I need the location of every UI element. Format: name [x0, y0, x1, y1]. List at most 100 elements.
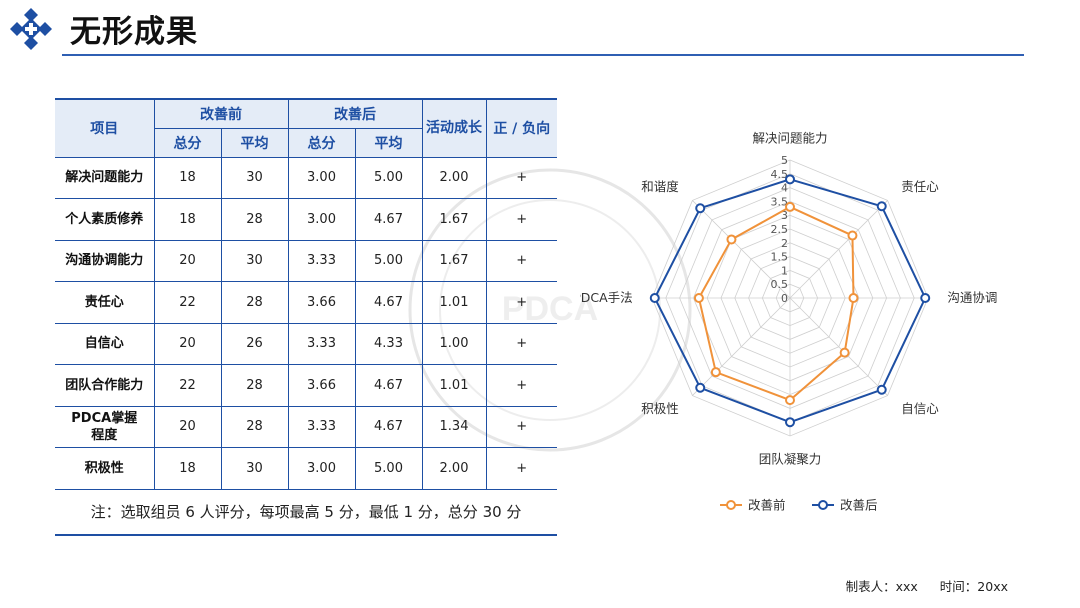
cell-growth: 1.34	[421, 405, 487, 448]
cell-label: 自信心	[55, 322, 155, 365]
axis-label: 沟通协调	[947, 290, 997, 305]
cell-sign: +	[485, 198, 557, 241]
col-after: 改善后	[287, 98, 423, 129]
col-after-total: 总分	[287, 127, 356, 158]
cell-before-avg: 28	[220, 405, 289, 448]
cell-growth: 1.01	[421, 281, 487, 324]
cell-label: 沟通协调能力	[55, 239, 155, 282]
col-growth: 活动成长	[421, 98, 487, 158]
grid-spoke	[692, 200, 791, 299]
tick-label: 4.5	[771, 168, 789, 181]
data-point	[695, 203, 706, 214]
cell-after-avg: 4.33	[354, 322, 423, 365]
tick-label: 5	[781, 154, 788, 167]
footer: 制表人：xxx 时间：20xx	[828, 576, 1008, 595]
tick-label: 0	[781, 292, 788, 305]
page-header: 无形成果	[0, 0, 1080, 58]
tick-label: 0.5	[771, 278, 789, 291]
cell-growth: 1.67	[421, 239, 487, 282]
tick-label: 1	[781, 264, 788, 277]
data-point	[847, 230, 858, 241]
cell-after-avg: 4.67	[354, 281, 423, 324]
data-point	[876, 201, 887, 212]
tick-label: 2	[781, 237, 788, 250]
cell-growth: 1.67	[421, 198, 487, 241]
cell-after-avg: 5.00	[354, 239, 423, 282]
data-point	[839, 347, 850, 358]
cell-label: 责任心	[55, 281, 155, 324]
table-row: 解决问题能力 18 30 3.00 5.00 2.00 +	[55, 156, 557, 199]
cell-before-avg: 28	[220, 364, 289, 407]
tick-label: 3.5	[771, 195, 789, 208]
grid-spoke	[692, 297, 791, 396]
cell-before-total: 22	[153, 281, 222, 324]
cell-before-avg: 28	[220, 198, 289, 241]
cell-after-avg: 4.67	[354, 364, 423, 407]
cell-after-avg: 4.67	[354, 198, 423, 241]
col-before: 改善前	[153, 98, 289, 129]
col-item: 项目	[55, 98, 155, 158]
cell-after-total: 3.00	[287, 447, 356, 490]
cell-before-total: 18	[153, 156, 222, 199]
cell-after-avg: 4.67	[354, 405, 423, 448]
cell-sign: +	[485, 447, 557, 490]
table-row: 个人素质修养 18 28 3.00 4.67 1.67 +	[55, 198, 557, 241]
results-table-container: 项目 改善前 改善后 活动成长 正 / 负向 总分 平均 总分 平均 解决问题能…	[55, 98, 557, 536]
table-row: PDCA掌握程度 20 28 3.33 4.67 1.34 +	[55, 405, 557, 448]
data-point	[695, 382, 706, 393]
cell-before-total: 18	[153, 447, 222, 490]
table-note: 注：选取组员 6 人评分，每项最高 5 分，最低 1 分，总分 30 分	[55, 490, 557, 536]
data-point	[848, 293, 859, 303]
table-row: 沟通协调能力 20 30 3.33 5.00 1.67 +	[55, 239, 557, 282]
axis-label: 责任心	[901, 179, 939, 194]
cell-sign: +	[485, 405, 557, 448]
cell-after-total: 3.66	[287, 281, 356, 324]
cell-growth: 2.00	[421, 447, 487, 490]
cell-before-avg: 30	[220, 156, 289, 199]
cell-growth: 2.00	[421, 156, 487, 199]
cell-before-total: 18	[153, 198, 222, 241]
col-before-avg: 平均	[220, 127, 289, 158]
axis-label: PDCA手法	[580, 290, 633, 305]
cell-before-avg: 26	[220, 322, 289, 365]
tick-label: 3	[781, 209, 788, 222]
cell-sign: +	[485, 364, 557, 407]
data-point	[920, 293, 931, 303]
cell-after-avg: 5.00	[354, 447, 423, 490]
grid-spoke	[789, 297, 888, 396]
data-point	[785, 395, 795, 406]
table-row: 团队合作能力 22 28 3.66 4.67 1.01 +	[55, 364, 557, 407]
data-point	[710, 367, 721, 378]
legend-label: 改善后	[840, 498, 878, 513]
cell-before-total: 20	[153, 239, 222, 282]
cell-label: 解决问题能力	[55, 156, 155, 199]
data-point	[726, 234, 737, 245]
data-point	[785, 417, 795, 428]
cell-after-total: 3.33	[287, 322, 356, 365]
cell-sign: +	[485, 239, 557, 282]
cell-after-total: 3.33	[287, 405, 356, 448]
legend-label: 改善前	[748, 498, 786, 513]
axis-label: 自信心	[901, 401, 939, 416]
cell-after-total: 3.33	[287, 239, 356, 282]
cell-before-total: 20	[153, 405, 222, 448]
data-point	[693, 293, 704, 303]
axis-label: 解决问题能力	[752, 131, 827, 146]
cell-sign: +	[485, 156, 557, 199]
cell-label: 积极性	[55, 447, 155, 490]
footer-author: 制表人：xxx	[845, 579, 918, 594]
cell-before-total: 20	[153, 322, 222, 365]
cell-growth: 1.00	[421, 322, 487, 365]
tick-label: 1.5	[771, 251, 789, 264]
tick-label: 2.5	[771, 223, 789, 236]
col-before-total: 总分	[154, 127, 222, 158]
cell-before-avg: 30	[220, 447, 289, 490]
table-row: 自信心 20 26 3.33 4.33 1.00 +	[55, 322, 557, 365]
col-sign: 正 / 负向	[485, 98, 557, 158]
cell-sign: +	[485, 281, 557, 324]
cell-after-total: 3.00	[287, 156, 356, 199]
grid-spoke	[789, 200, 888, 299]
cell-after-total: 3.66	[287, 364, 356, 407]
cell-after-total: 3.00	[287, 198, 356, 241]
cell-sign: +	[485, 322, 557, 365]
